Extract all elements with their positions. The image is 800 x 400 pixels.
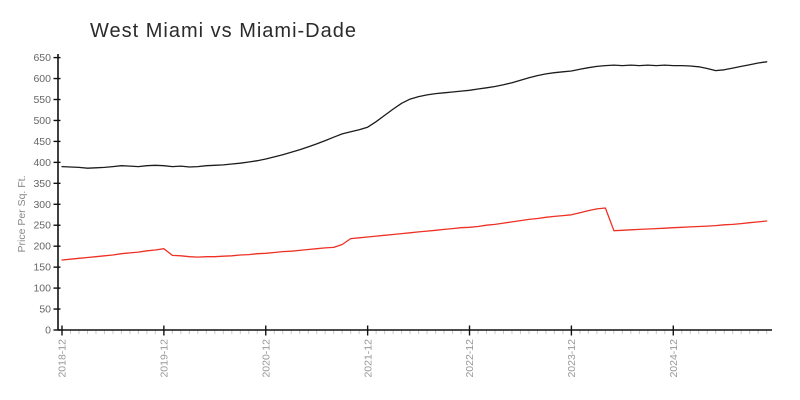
chart-title: West Miami vs Miami-Dade bbox=[90, 20, 357, 42]
x-tick-label: 2022-12 bbox=[464, 339, 476, 378]
y-tick-label: 550 bbox=[33, 94, 51, 106]
y-tick-label: 50 bbox=[39, 304, 51, 316]
y-tick-label: 350 bbox=[33, 178, 51, 190]
x-tick-label: 2020-12 bbox=[260, 339, 272, 378]
y-tick-label: 250 bbox=[33, 220, 51, 232]
y-tick-label: 400 bbox=[33, 157, 51, 169]
series-line-black-line bbox=[61, 61, 768, 169]
x-tick-label: 2024-12 bbox=[668, 339, 680, 378]
y-tick-label: 450 bbox=[33, 136, 51, 148]
y-tick-label: 500 bbox=[33, 115, 51, 127]
y-axis-title: Price Per Sq. Ft. bbox=[16, 175, 28, 252]
y-tick-label: 200 bbox=[33, 241, 51, 253]
y-tick-label: 650 bbox=[33, 52, 51, 64]
y-tick-label: 300 bbox=[33, 199, 51, 211]
x-tick-label: 2019-12 bbox=[159, 339, 171, 378]
y-tick-label: 0 bbox=[45, 325, 51, 337]
x-tick-label: 2023-12 bbox=[566, 339, 578, 378]
y-tick-label: 600 bbox=[33, 73, 51, 85]
x-tick-label: 2018-12 bbox=[57, 339, 69, 378]
y-tick-label: 150 bbox=[33, 262, 51, 274]
series-line-red-line bbox=[61, 207, 768, 261]
y-tick-label: 100 bbox=[33, 283, 51, 295]
x-tick-label: 2021-12 bbox=[362, 339, 374, 378]
